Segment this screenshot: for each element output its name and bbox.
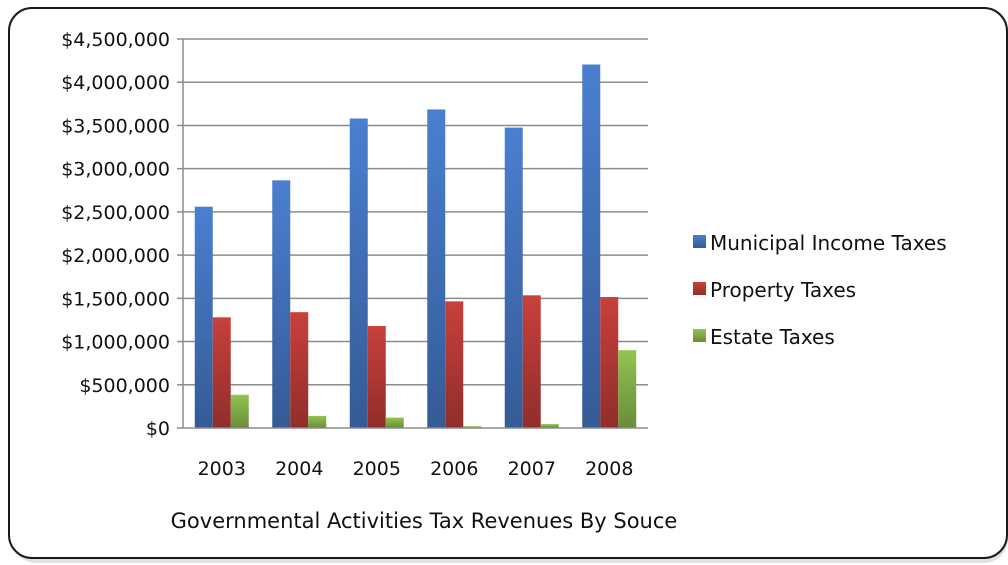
- x-tick-label: 2007: [508, 458, 556, 480]
- bar-municipal-income-taxes-2008: [582, 64, 601, 429]
- x-tick-label: 2003: [198, 458, 246, 480]
- bar-estate-taxes-2003: [230, 394, 249, 428]
- legend-label: Property Taxes: [710, 278, 856, 302]
- bar-municipal-income-taxes-2007: [504, 127, 523, 428]
- y-tick-label: $1,000,000: [61, 332, 170, 354]
- bar-property-taxes-2004: [290, 312, 309, 428]
- y-tick-label: $3,000,000: [61, 159, 170, 181]
- x-tick-label: 2004: [275, 458, 323, 480]
- y-tick-label: $3,500,000: [61, 115, 170, 137]
- bar-municipal-income-taxes-2005: [349, 118, 368, 428]
- bar-property-taxes-2007: [522, 295, 541, 428]
- x-axis-tick-labels: 2003 2004 2005 2006 2007 2008: [198, 458, 634, 480]
- x-tick-label: 2005: [353, 458, 401, 480]
- x-tick-label: 2006: [430, 458, 478, 480]
- y-tick-label: $2,000,000: [61, 245, 170, 267]
- bar-property-taxes-2003: [212, 317, 231, 428]
- bar-property-taxes-2005: [367, 325, 386, 428]
- x-tick-label: 2008: [585, 458, 633, 480]
- bar-property-taxes-2008: [600, 297, 619, 428]
- bar-municipal-income-taxes-2003: [194, 206, 213, 428]
- bar-municipal-income-taxes-2004: [272, 180, 291, 428]
- legend-swatch: [693, 235, 706, 248]
- bar-estate-taxes-2008: [618, 350, 637, 428]
- legend: Municipal Income Taxes Property Taxes Esta…: [693, 231, 947, 349]
- bar-estate-taxes-2004: [308, 415, 327, 428]
- bar-estate-taxes-2005: [385, 417, 404, 428]
- legend-swatch: [693, 282, 706, 295]
- bar-estate-taxes-2007: [540, 424, 559, 428]
- legend-label: Municipal Income Taxes: [710, 231, 947, 255]
- bar-property-taxes-2006: [445, 301, 464, 428]
- gridlines: [177, 38, 648, 429]
- y-tick-label: $1,500,000: [61, 288, 170, 310]
- y-tick-label: $4,000,000: [61, 72, 170, 94]
- x-axis-title: Governmental Activities Tax Revenues By …: [171, 509, 678, 533]
- y-tick-label: $500,000: [79, 375, 170, 397]
- y-tick-label: $2,500,000: [61, 202, 170, 224]
- bar-municipal-income-taxes-2006: [427, 109, 446, 429]
- y-axis-tick-labels: $0 $500,000 $1,000,000 $1,500,000 $2,000,000…: [61, 29, 170, 440]
- legend-label: Estate Taxes: [710, 325, 835, 349]
- bars: [194, 64, 637, 429]
- bar-estate-taxes-2006: [463, 426, 482, 428]
- y-tick-label: $0: [146, 418, 170, 440]
- legend-swatch: [693, 329, 706, 342]
- y-tick-label: $4,500,000: [61, 29, 170, 51]
